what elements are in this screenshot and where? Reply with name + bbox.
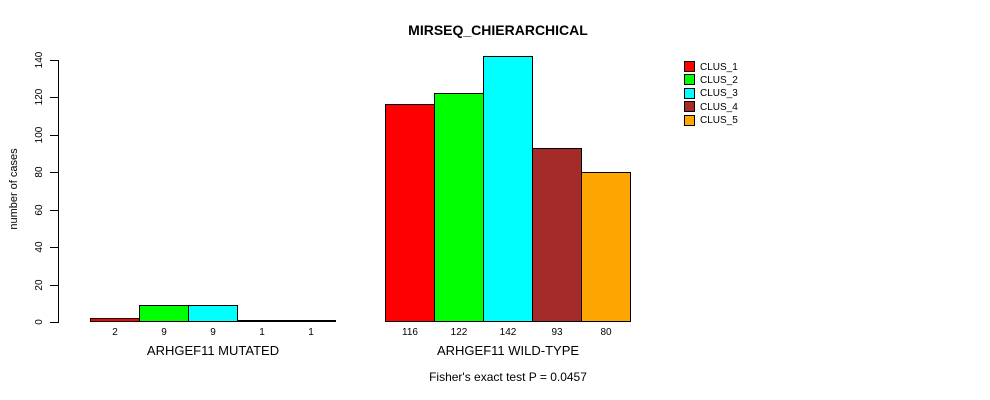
y-tick-label: 0 — [33, 319, 45, 325]
legend-label: CLUS_2 — [700, 74, 738, 86]
y-tick-label: 20 — [33, 278, 45, 291]
bar-value-label: 9 — [161, 327, 167, 338]
legend-swatch-clus_5 — [684, 114, 695, 126]
y-tick-label: 140 — [33, 51, 45, 68]
y-axis-tick — [50, 284, 58, 286]
bar-value-label: 142 — [499, 327, 517, 338]
y-axis-tick — [50, 134, 58, 136]
bar-value-label: 1 — [308, 327, 314, 338]
bar-clus_5-group1 — [286, 320, 336, 322]
legend-label: CLUS_3 — [700, 88, 738, 100]
y-axis-line — [58, 59, 59, 323]
legend-label: CLUS_4 — [700, 101, 738, 113]
annotation-text: Fisher's exact test P = 0.0457 — [429, 370, 587, 384]
bar-clus_4-group1 — [237, 320, 287, 322]
bar-value-label: 122 — [450, 327, 468, 338]
y-axis-tick — [50, 322, 58, 323]
bar-clus_3-group1 — [188, 305, 238, 322]
y-tick-label: 120 — [33, 88, 45, 106]
x-axis-group-label: ARHGEF11 MUTATED — [146, 343, 280, 358]
bar-value-label: 9 — [210, 327, 216, 338]
y-tick-label: 80 — [33, 166, 45, 178]
x-axis-group-label: ARHGEF11 WILD-TYPE — [436, 343, 580, 358]
chart-title: MIRSEQ_CHIERARCHICAL — [408, 22, 588, 38]
y-axis-tick — [50, 97, 58, 98]
bar-value-label: 93 — [551, 327, 563, 338]
bar-clus_2-group2 — [434, 93, 484, 322]
y-axis-title: number of cases — [8, 148, 20, 230]
y-axis-tick — [50, 172, 58, 173]
y-tick-label: 100 — [33, 126, 45, 143]
legend-swatch-clus_2 — [684, 74, 695, 86]
y-tick-label: 40 — [33, 241, 45, 253]
bar-value-label: 1 — [259, 327, 265, 338]
bar-value-label: 80 — [600, 327, 612, 338]
y-axis-tick — [50, 59, 58, 61]
legend-label: CLUS_5 — [700, 115, 738, 127]
bar-clus_2-group1 — [139, 305, 189, 322]
y-tick-label: 60 — [33, 203, 45, 216]
y-axis-tick — [50, 247, 58, 248]
bar-clus_5-group2 — [581, 172, 631, 322]
bar-clus_3-group2 — [483, 56, 533, 322]
bar-value-label: 2 — [112, 327, 118, 338]
bar-clus_1-group2 — [385, 104, 435, 322]
legend-swatch-clus_4 — [684, 101, 695, 113]
y-axis-tick — [50, 209, 58, 211]
legend-swatch-clus_3 — [684, 87, 695, 99]
bar-clus_1-group1 — [90, 318, 140, 322]
legend-label: CLUS_1 — [700, 61, 738, 73]
bar-clus_4-group2 — [532, 148, 582, 322]
legend-swatch-clus_1 — [684, 61, 695, 72]
bar-value-label: 116 — [402, 327, 418, 338]
